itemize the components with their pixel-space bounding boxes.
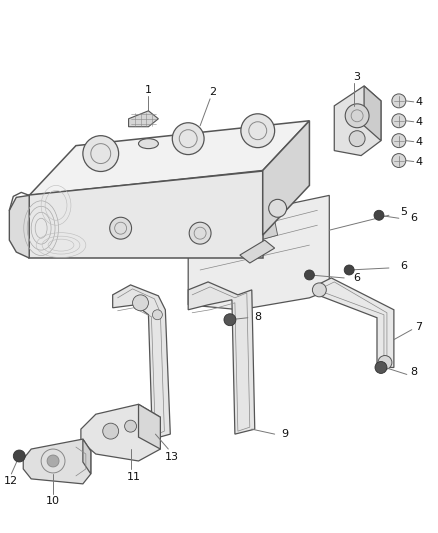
Circle shape <box>392 134 406 148</box>
Ellipse shape <box>138 139 159 149</box>
Text: 3: 3 <box>353 72 360 82</box>
Circle shape <box>124 420 137 432</box>
Text: 13: 13 <box>165 452 179 462</box>
Circle shape <box>304 270 314 280</box>
Polygon shape <box>83 439 91 474</box>
Circle shape <box>47 455 59 467</box>
Text: 11: 11 <box>127 472 141 482</box>
Text: 4: 4 <box>415 117 422 127</box>
Text: 8: 8 <box>254 312 261 322</box>
Polygon shape <box>29 121 309 196</box>
Text: 4: 4 <box>415 136 422 147</box>
Circle shape <box>312 283 326 297</box>
Text: 6: 6 <box>410 213 417 223</box>
Circle shape <box>241 114 275 148</box>
Polygon shape <box>263 121 309 235</box>
Circle shape <box>349 131 365 147</box>
Text: 10: 10 <box>46 496 60 506</box>
Polygon shape <box>138 404 160 449</box>
Polygon shape <box>188 196 329 310</box>
Circle shape <box>172 123 204 155</box>
Circle shape <box>392 154 406 167</box>
Polygon shape <box>81 404 160 461</box>
Text: 7: 7 <box>415 322 422 332</box>
Circle shape <box>375 361 387 374</box>
Polygon shape <box>23 439 91 484</box>
Polygon shape <box>364 86 381 141</box>
Polygon shape <box>9 196 29 258</box>
Polygon shape <box>188 282 255 434</box>
Text: 2: 2 <box>209 87 217 97</box>
Circle shape <box>224 314 236 326</box>
Text: 4: 4 <box>415 157 422 166</box>
Circle shape <box>374 211 384 220</box>
Circle shape <box>152 310 162 320</box>
Circle shape <box>345 104 369 128</box>
Text: 4: 4 <box>415 97 422 107</box>
Circle shape <box>268 199 286 217</box>
Circle shape <box>110 217 131 239</box>
Circle shape <box>103 423 119 439</box>
Polygon shape <box>113 285 170 439</box>
Polygon shape <box>29 171 263 258</box>
Circle shape <box>133 295 148 311</box>
Text: 6: 6 <box>400 261 407 271</box>
Polygon shape <box>238 220 278 245</box>
Circle shape <box>392 94 406 108</box>
Polygon shape <box>200 232 233 255</box>
Text: 8: 8 <box>410 367 417 377</box>
Text: 5: 5 <box>400 207 407 217</box>
Text: 9: 9 <box>281 429 288 439</box>
Circle shape <box>392 114 406 128</box>
Polygon shape <box>129 111 159 127</box>
Circle shape <box>83 136 119 172</box>
Polygon shape <box>334 86 381 156</box>
Polygon shape <box>318 278 394 367</box>
Circle shape <box>189 222 211 244</box>
Circle shape <box>344 265 354 275</box>
Circle shape <box>378 356 392 369</box>
Text: 12: 12 <box>4 476 18 486</box>
Polygon shape <box>240 240 275 263</box>
Circle shape <box>13 450 25 462</box>
Text: 1: 1 <box>145 85 152 95</box>
Text: 6: 6 <box>353 273 360 283</box>
